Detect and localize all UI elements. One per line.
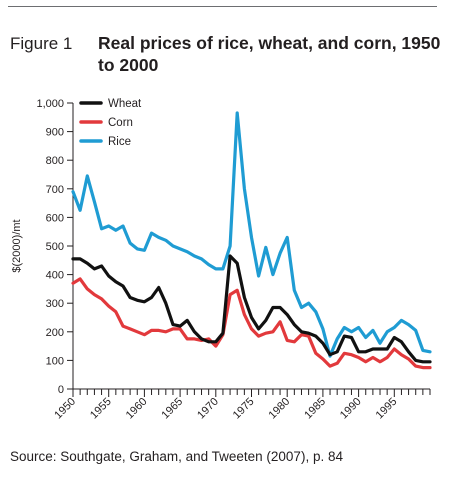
series-line-corn (71, 277, 432, 370)
x-tick-label: 1955 (88, 396, 114, 422)
x-tick-label: 1950 (52, 396, 78, 422)
figure-label: Figure 1 (10, 34, 73, 53)
legend-label-rice: Rice (108, 136, 131, 148)
x-tick-label: 1985 (302, 396, 328, 422)
y-tick-label: 0 (58, 384, 64, 396)
series-group (71, 111, 432, 370)
y-tick-label: 1,000 (36, 98, 64, 110)
legend-label-wheat: Wheat (108, 98, 142, 110)
source-note: Source: Southgate, Graham, and Tweeten (… (10, 449, 343, 464)
x-tick-label: 1980 (267, 396, 293, 422)
x-tick-label: 1995 (374, 396, 400, 422)
x-tick-label: 1975 (231, 396, 257, 422)
legend-label-corn: Corn (108, 117, 133, 129)
legend: Wheat Corn Rice (79, 98, 142, 148)
series-line-rice (71, 111, 432, 358)
top-rule (8, 6, 437, 7)
y-tick-label: 800 (46, 155, 64, 167)
y-tick-label: 700 (46, 184, 64, 196)
y-tick-label: 300 (46, 298, 64, 310)
series-line-wheat (71, 254, 432, 364)
x-tick-label: 1960 (124, 396, 150, 422)
y-tick-label: 200 (46, 327, 64, 339)
y-tick-label: 400 (46, 270, 64, 282)
y-tick-label: 900 (46, 127, 64, 139)
x-tick-label: 1990 (338, 396, 364, 422)
x-tick-label: 1965 (159, 396, 185, 422)
y-tick-label: 100 (46, 355, 64, 367)
figure-title: Real prices of rice, wheat, and corn, 19… (98, 33, 441, 75)
y-axis-label: $(2000)/mt (11, 219, 23, 272)
y-tick-label: 600 (46, 212, 64, 224)
y-tick-label: 500 (46, 241, 64, 253)
x-tick-label: 1970 (195, 396, 221, 422)
